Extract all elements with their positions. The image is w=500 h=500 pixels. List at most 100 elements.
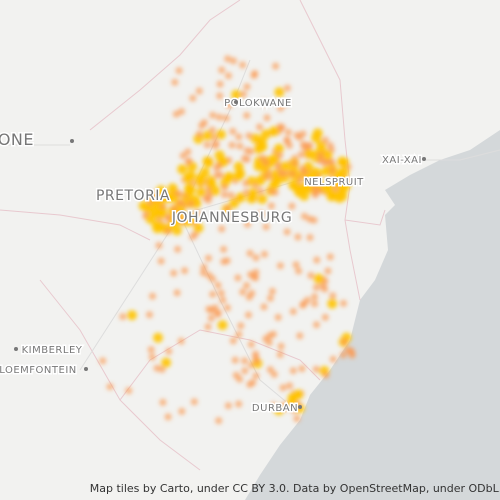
heat-point (172, 225, 182, 236)
heat-point (247, 340, 255, 348)
heat-point (235, 192, 246, 203)
heat-point (205, 305, 213, 313)
heat-point (250, 133, 261, 144)
heat-point (263, 114, 271, 122)
heat-point (276, 262, 284, 270)
heat-point (304, 142, 312, 150)
heat-point (322, 150, 333, 161)
heat-point (216, 92, 224, 100)
ocean (245, 130, 500, 500)
heat-point (297, 151, 305, 159)
heat-point (257, 194, 268, 205)
heat-point (149, 292, 156, 300)
heat-point (241, 367, 249, 375)
heat-point (245, 293, 253, 301)
heat-point (223, 304, 231, 312)
heat-point (313, 256, 321, 264)
heat-point (262, 223, 270, 231)
heat-point (189, 94, 197, 102)
heat-point (218, 225, 226, 233)
heat-point (321, 313, 329, 321)
heat-point (313, 321, 320, 329)
heat-point (200, 119, 208, 127)
heat-point (250, 273, 258, 281)
heat-point (218, 66, 226, 74)
heat-point (235, 400, 243, 408)
heat-point (295, 267, 303, 275)
heat-point (224, 55, 232, 63)
heat-point (190, 398, 198, 406)
heat-point (176, 190, 183, 198)
heat-point (290, 406, 298, 414)
heat-point (326, 142, 334, 150)
heat-point (281, 401, 288, 409)
heat-point (170, 204, 178, 212)
heat-point (214, 310, 222, 318)
attribution: Map tiles by Carto, under CC BY 3.0. Dat… (90, 482, 500, 495)
heat-point (311, 300, 319, 308)
heat-point (235, 331, 243, 338)
heat-point (164, 413, 172, 421)
heat-point (173, 289, 181, 297)
heat-point (277, 170, 285, 178)
heat-point (322, 371, 330, 379)
heat-point (127, 310, 137, 321)
heat-point (235, 168, 246, 179)
heat-point (214, 281, 222, 289)
heat-point (266, 294, 274, 302)
heat-point (312, 284, 320, 291)
heat-point (138, 200, 149, 211)
heat-point (262, 335, 270, 343)
heat-point (339, 351, 347, 359)
heat-point (296, 133, 304, 141)
heat-point (269, 126, 280, 137)
heat-point (165, 347, 173, 355)
heat-point (288, 180, 299, 190)
heat-point (274, 87, 285, 98)
heat-point (246, 249, 254, 257)
heat-point (177, 164, 188, 175)
heat-point (279, 384, 287, 392)
heat-point (195, 87, 203, 95)
heat-point (267, 202, 275, 210)
heat-point (202, 156, 213, 167)
heat-point (208, 126, 216, 134)
heat-point (147, 346, 155, 354)
heat-point (310, 216, 318, 224)
heat-point (274, 143, 284, 154)
heat-point (293, 415, 301, 423)
place-dot (234, 100, 238, 104)
heat-point (204, 323, 212, 331)
heat-point (236, 375, 244, 383)
heat-point (326, 253, 334, 261)
heat-point (207, 314, 215, 322)
heat-point (271, 177, 281, 188)
heat-point (276, 351, 284, 359)
heat-point (340, 299, 347, 307)
heat-point (164, 192, 175, 203)
heat-point (243, 282, 251, 289)
heat-point (270, 169, 281, 180)
heat-point (211, 142, 219, 150)
heat-point (300, 212, 308, 220)
heat-point (228, 141, 236, 149)
place-label: PRETORIA (96, 188, 170, 204)
heat-point (253, 357, 261, 365)
heat-point (193, 209, 201, 217)
heat-point (257, 210, 265, 218)
heat-point (283, 228, 291, 236)
heat-point (217, 289, 225, 297)
heat-point (184, 183, 195, 194)
heat-point (235, 133, 243, 141)
heat-point (253, 143, 264, 154)
heat-point (321, 285, 329, 293)
heat-point (251, 70, 259, 77)
heat-point (199, 167, 210, 178)
heat-point (220, 191, 228, 199)
heat-point (205, 254, 212, 262)
heat-point (245, 311, 252, 319)
heat-point (306, 234, 314, 241)
heat-point (179, 152, 187, 160)
